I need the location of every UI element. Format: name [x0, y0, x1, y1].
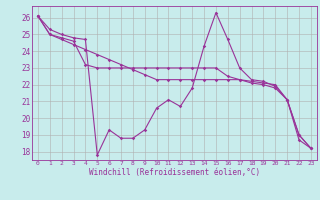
X-axis label: Windchill (Refroidissement éolien,°C): Windchill (Refroidissement éolien,°C) [89, 168, 260, 177]
